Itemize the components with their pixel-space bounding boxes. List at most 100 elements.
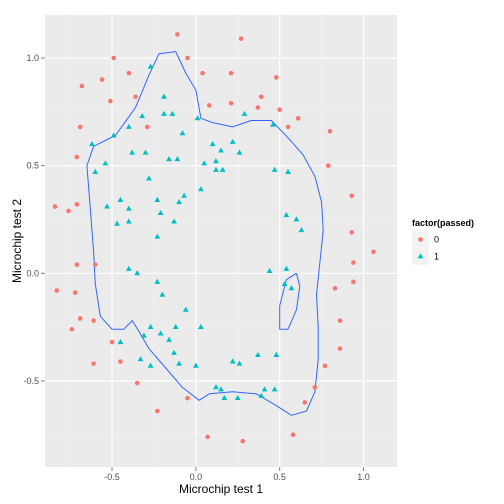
point-passed: [198, 186, 204, 192]
point-passed: [166, 336, 172, 342]
point-failed: [258, 94, 264, 100]
point-failed: [185, 55, 190, 61]
point-passed: [236, 360, 243, 366]
point-passed: [161, 110, 167, 116]
point-failed: [337, 346, 343, 351]
point-failed: [77, 316, 83, 321]
point-failed: [240, 438, 246, 444]
point-failed: [228, 100, 234, 106]
point-passed: [261, 386, 268, 392]
point-passed: [213, 384, 219, 390]
point-passed: [154, 278, 161, 284]
point-failed: [77, 124, 83, 130]
y-axis-title: Microchip test 2: [10, 199, 24, 283]
point-failed: [111, 55, 117, 61]
point-passed: [182, 306, 189, 312]
point-passed: [142, 149, 149, 155]
axis-ticks: -0.5 0.0 0.5 1.0 -0.5 0.0 0.5 1.0: [23, 53, 369, 482]
point-failed: [79, 83, 85, 89]
point-failed: [108, 98, 113, 104]
legend-title: factor(passed): [412, 218, 474, 228]
x-tick-label: 0.0: [190, 472, 203, 482]
point-passed: [89, 140, 95, 147]
point-passed: [139, 112, 146, 119]
point-passed: [209, 140, 216, 147]
point-passed: [218, 147, 224, 153]
point-failed: [238, 36, 244, 41]
point-failed: [228, 70, 234, 76]
point-failed: [155, 408, 160, 414]
point-passed: [198, 323, 204, 330]
point-passed: [169, 110, 176, 116]
point-failed: [66, 208, 71, 214]
legend-label: 0: [434, 235, 439, 245]
point-failed: [126, 70, 132, 76]
point-passed: [174, 156, 181, 162]
decision-boundary-curve: [86, 51, 324, 416]
point-passed: [125, 265, 132, 271]
point-failed: [255, 105, 261, 110]
point-passed: [283, 265, 290, 271]
point-failed: [133, 94, 138, 100]
point-passed: [266, 267, 273, 274]
point-passed: [298, 227, 305, 233]
point-passed: [241, 110, 248, 116]
data-points: [52, 32, 376, 444]
point-passed: [218, 386, 224, 392]
point-passed: [176, 360, 182, 366]
point-passed: [166, 156, 172, 162]
point-passed: [273, 351, 280, 357]
point-passed: [213, 158, 219, 164]
point-passed: [171, 349, 177, 355]
y-tick-label: 0.0: [26, 268, 39, 278]
point-failed: [91, 361, 96, 366]
point-failed: [312, 385, 318, 390]
point-passed: [172, 323, 179, 330]
y-tick-label: 1.0: [26, 53, 39, 63]
point-passed: [221, 394, 228, 401]
legend-key-circle: [418, 237, 423, 242]
legend-label: 1: [434, 252, 439, 262]
point-failed: [332, 286, 338, 291]
point-passed: [181, 192, 188, 198]
point-passed: [147, 323, 154, 330]
point-passed: [288, 285, 295, 291]
point-failed: [52, 204, 58, 209]
point-failed: [144, 124, 150, 130]
point-failed: [337, 318, 343, 323]
point-failed: [109, 339, 115, 345]
point-passed: [236, 149, 243, 155]
point-failed: [69, 326, 75, 332]
legend: factor(passed) 0 1: [411, 218, 474, 266]
plot-panel: [45, 15, 397, 467]
legend-key-triangle: [417, 253, 424, 259]
point-failed: [185, 395, 190, 401]
point-passed: [117, 196, 124, 203]
point-failed: [118, 359, 123, 364]
point-failed: [74, 154, 80, 160]
point-failed: [74, 202, 80, 207]
point-passed: [254, 351, 261, 357]
point-passed: [137, 356, 144, 362]
point-failed: [349, 230, 355, 235]
point-failed: [54, 288, 60, 293]
point-failed: [290, 432, 296, 438]
point-passed: [219, 166, 226, 172]
point-passed: [192, 362, 199, 368]
y-tick-label: 0.5: [26, 161, 39, 171]
point-failed: [200, 70, 205, 76]
point-passed: [258, 392, 265, 398]
point-passed: [194, 115, 201, 121]
point-passed: [125, 218, 132, 224]
y-tick-label: -0.5: [23, 376, 39, 386]
point-failed: [72, 290, 78, 295]
point-failed: [91, 318, 96, 323]
point-passed: [102, 160, 109, 166]
point-passed: [179, 130, 186, 136]
point-passed: [157, 330, 164, 336]
point-passed: [154, 196, 161, 203]
point-passed: [229, 138, 236, 144]
point-passed: [134, 270, 141, 276]
point-failed: [277, 107, 282, 113]
